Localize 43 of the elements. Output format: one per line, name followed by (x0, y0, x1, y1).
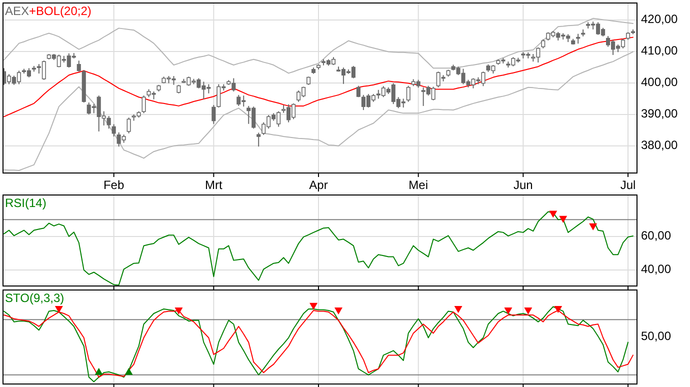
point (310, 302, 318, 310)
point (94, 368, 103, 375)
y-tick-label: 60,00 (641, 228, 672, 243)
point (524, 307, 532, 314)
y-tick-label: 390,00 (641, 106, 678, 121)
point (124, 368, 133, 375)
x-tick-label: Jun (514, 178, 533, 192)
y-tick-label: 380,00 (641, 138, 678, 152)
point (589, 223, 598, 230)
x-tick-label: Mrt (205, 178, 223, 192)
candlestick (256, 132, 261, 148)
series-label: RSI(14) (5, 196, 46, 210)
point (334, 307, 342, 314)
x-tick-label: Apr (309, 178, 328, 192)
chart-title: AEX (5, 4, 30, 18)
candlestick (126, 117, 131, 134)
candlestick (212, 104, 216, 124)
x-tick-label: Feb (103, 178, 124, 192)
y-tick-label: 400,00 (641, 75, 678, 90)
candlestick (142, 95, 146, 114)
point (559, 216, 568, 223)
text: 50,00 (641, 329, 672, 344)
point (504, 307, 512, 314)
candlestick (541, 38, 546, 49)
y-tick-label: 410,00 (641, 44, 678, 58)
point (454, 306, 462, 313)
candlestick (112, 124, 116, 137)
y-tick-label: 40,00 (641, 262, 672, 276)
point (549, 210, 558, 218)
text: +BOL(20;2) (29, 4, 92, 18)
y-tick-label: 420,00 (641, 12, 678, 26)
x-tick-label: Mei (408, 178, 428, 192)
line-series (4, 51, 634, 171)
point (54, 306, 63, 313)
point (554, 306, 562, 313)
line-series (4, 36, 634, 118)
point (174, 307, 183, 314)
line-series (4, 211, 634, 286)
candlestick (406, 85, 410, 102)
line-series (4, 18, 634, 74)
x-tick-label: Jul (620, 178, 636, 192)
series-label: STO(9,3,3) (5, 291, 64, 305)
candlestick (76, 60, 81, 72)
